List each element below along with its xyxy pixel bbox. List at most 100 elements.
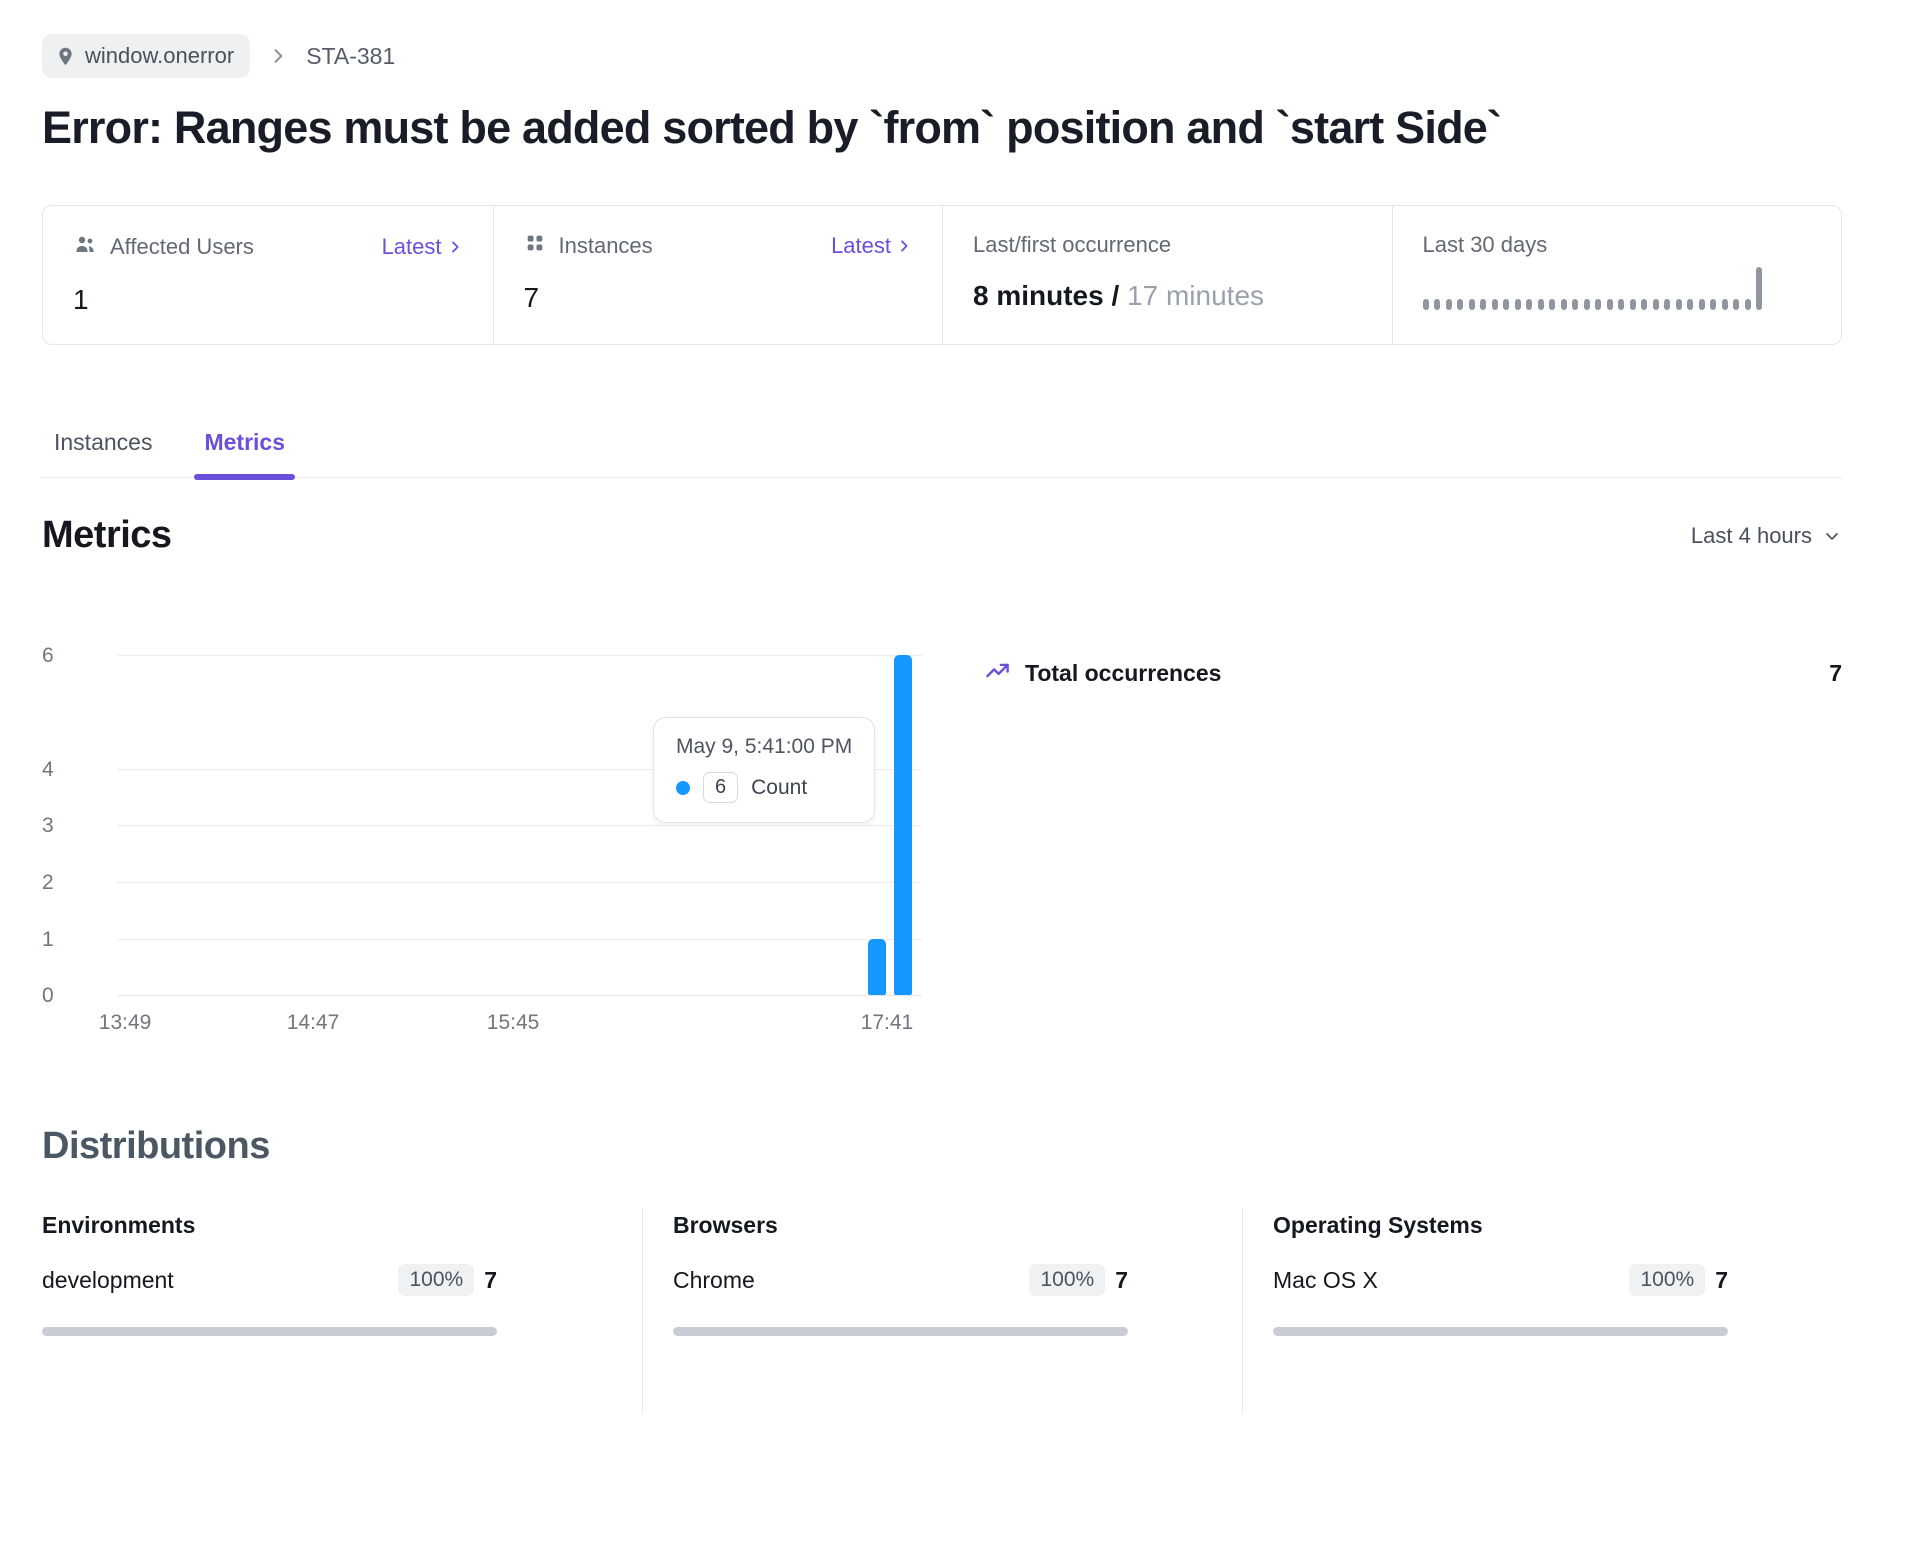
distribution-progress-bar [673, 1327, 1128, 1337]
gridline: 1 [42, 928, 922, 951]
distribution-column-browsers: Browsers Chrome 100% 7 [642, 1208, 1242, 1415]
spark-bar [1698, 299, 1705, 311]
last-30-days-sparkline [1422, 266, 1812, 311]
instances-latest-link[interactable]: Latest [831, 233, 912, 259]
y-axis-label: 1 [42, 927, 54, 951]
y-axis-label: 2 [42, 871, 54, 895]
tab-metrics[interactable]: Metrics [194, 429, 295, 481]
affected-users-latest-link[interactable]: Latest [382, 234, 463, 260]
stat-card-instances: Instances Latest 7 [492, 206, 943, 345]
spark-bar [1572, 299, 1578, 311]
chart-legend: Total occurrences 7 [922, 655, 1842, 995]
distribution-progress-bar [42, 1327, 497, 1337]
spark-bar [1687, 299, 1693, 311]
distributions-header: Distributions [42, 1125, 1842, 1168]
spark-bar [1526, 299, 1532, 311]
chart-bar[interactable] [868, 938, 887, 996]
spark-bar [1744, 299, 1751, 311]
distribution-row[interactable]: Chrome 100% 7 [673, 1264, 1128, 1297]
stat-card-affected-users: Affected Users Latest 1 [43, 206, 493, 344]
percent-badge: 100% [398, 1264, 475, 1297]
spark-bar [1480, 299, 1486, 311]
percent-badge: 100% [1029, 1264, 1106, 1297]
breadcrumb-project-label: window.onerror [85, 43, 235, 68]
stat-label: Instances [558, 233, 653, 259]
spark-bar [1733, 299, 1739, 311]
chevron-right-icon [268, 46, 288, 66]
distribution-item-name: development [42, 1266, 174, 1293]
instances-value: 7 [523, 282, 540, 314]
gridline: 3 [42, 814, 922, 837]
spark-bar [1756, 267, 1762, 311]
spark-bar [1514, 299, 1521, 311]
spark-bar [1491, 299, 1498, 311]
metrics-chart-plot: May 9, 5:41:00 PM 6 Count 6 4 3 2 1 0 13:49 14:… [42, 644, 922, 1034]
spark-bar [1629, 299, 1636, 311]
gridline: 0 [42, 984, 922, 1007]
map-pin-icon [55, 46, 76, 67]
spark-bar [1664, 299, 1670, 311]
distribution-row[interactable]: Mac OS X 100% 7 [1273, 1264, 1728, 1297]
stat-label: Affected Users [110, 234, 254, 260]
affected-users-value: 1 [73, 284, 89, 316]
distribution-column-operating-systems: Operating Systems Mac OS X 100% 7 [1242, 1208, 1842, 1415]
legend-label: Total occurrences [1025, 659, 1222, 686]
page-title: Error: Ranges must be added sorted by `f… [42, 102, 1502, 153]
x-axis-label: 14:47 [286, 1011, 340, 1035]
gridline: 4 [42, 758, 922, 781]
distribution-row[interactable]: development 100% 7 [42, 1264, 497, 1297]
distribution-item-name: Chrome [673, 1266, 755, 1293]
y-axis-label: 0 [42, 984, 54, 1008]
distribution-progress-bar [1273, 1327, 1728, 1337]
gridline: 2 [42, 871, 922, 894]
spark-bar [1560, 299, 1567, 311]
tooltip-datetime: May 9, 5:41:00 PM [676, 735, 853, 759]
tab-instances[interactable]: Instances [54, 429, 153, 456]
x-axis-label: 13:49 [98, 1011, 152, 1035]
stat-card-last-30-days: Last 30 days [1391, 206, 1842, 345]
time-range-label: Last 4 hours [1690, 522, 1812, 548]
chevron-right-icon [901, 240, 908, 252]
spark-bar [1606, 299, 1613, 311]
spark-bar [1434, 299, 1440, 311]
spark-bar [1641, 299, 1647, 311]
gridline: 6 [42, 644, 922, 667]
occurrence-last: 8 minutes [973, 280, 1104, 312]
occurrence-value: 8 minutes / 17 minutes [973, 280, 1265, 312]
distribution-count: 7 [1715, 1266, 1728, 1293]
metrics-heading: Metrics [42, 514, 172, 557]
spark-bar [1422, 299, 1429, 311]
breadcrumb-issue-id: STA-381 [306, 42, 396, 69]
stat-label: Last/first occurrence [973, 232, 1172, 258]
chart-tooltip: May 9, 5:41:00 PM 6 Count [653, 717, 876, 824]
tooltip-series-name: Count [751, 775, 808, 799]
tooltip-value: 6 [703, 772, 739, 804]
stats-cards: Affected Users Latest 1 [42, 205, 1842, 346]
legend-row-total-occurrences: Total occurrences 7 [984, 657, 1842, 689]
issue-page: window.onerror STA-381 Error: Ranges mus… [42, 34, 1842, 1415]
distribution-title: Browsers [673, 1212, 778, 1239]
chart-bar[interactable] [894, 655, 912, 996]
distribution-title: Operating Systems [1273, 1212, 1483, 1239]
distributions-grid: Environments development 100% 7 Browsers [42, 1208, 1842, 1415]
spark-bar [1618, 299, 1624, 311]
chevron-down-icon [1826, 532, 1838, 540]
spark-bar [1549, 299, 1555, 311]
distribution-count: 7 [1115, 1266, 1128, 1293]
time-range-selector[interactable]: Last 4 hours [1691, 523, 1842, 549]
distribution-title: Environments [42, 1212, 196, 1239]
distribution-column-environments: Environments development 100% 7 [42, 1208, 642, 1414]
metrics-chart-section: May 9, 5:41:00 PM 6 Count 6 4 3 2 1 0 13:49 14:… [42, 644, 1842, 1034]
spark-bar [1468, 299, 1475, 311]
spark-bar [1445, 299, 1452, 311]
distributions-heading: Distributions [42, 1125, 270, 1168]
occurrence-first: 17 minutes [1127, 280, 1265, 312]
occurrences-bar-chart[interactable]: May 9, 5:41:00 PM 6 Count 6 4 3 2 1 0 13:49 14:… [42, 644, 922, 1034]
legend-value: 7 [1829, 659, 1842, 686]
grid-icon [524, 232, 546, 260]
spark-bar [1675, 299, 1682, 311]
x-axis-label: 17:41 [860, 1011, 914, 1035]
breadcrumb-project-pill[interactable]: window.onerror [42, 34, 251, 78]
y-axis-label: 3 [42, 814, 54, 838]
y-axis-label: 4 [42, 757, 54, 781]
